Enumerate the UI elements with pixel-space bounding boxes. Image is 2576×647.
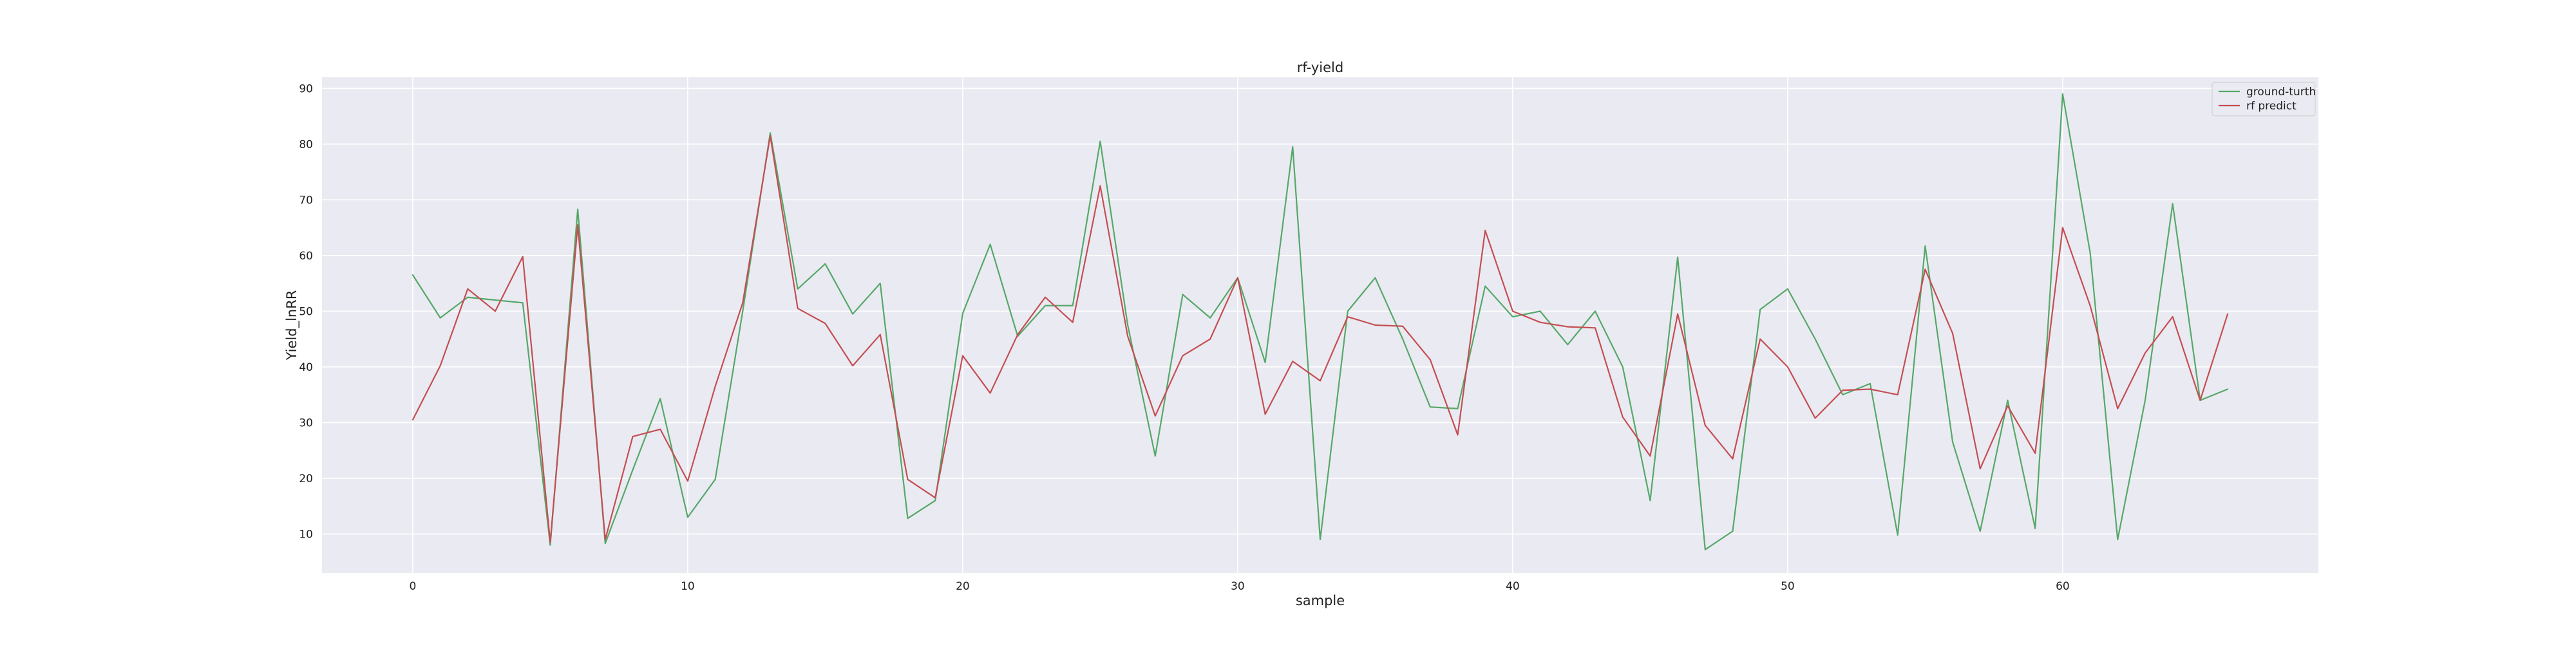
series-line-ground-turth xyxy=(412,93,2229,550)
x-tick-label: 30 xyxy=(1231,580,1245,593)
x-tick-label: 40 xyxy=(1506,580,1520,593)
legend: ground-turth rf predict xyxy=(2211,82,2316,117)
y-tick-label: 70 xyxy=(299,194,313,207)
x-tick-label: 0 xyxy=(409,580,416,593)
y-axis-label: Yield_lnRR xyxy=(284,290,300,361)
x-tick-label: 50 xyxy=(1781,580,1795,593)
legend-label-ground-turth: ground-turth xyxy=(2246,86,2316,98)
grid xyxy=(322,77,2318,573)
chart-title: rf-yield xyxy=(1297,60,1343,75)
y-tick-label: 60 xyxy=(299,250,313,263)
x-tick-label: 60 xyxy=(2056,580,2070,593)
y-tick-label: 80 xyxy=(299,138,313,151)
y-tick-label: 20 xyxy=(299,473,313,485)
y-tick-label: 10 xyxy=(299,528,313,541)
x-tick-label: 10 xyxy=(681,580,695,593)
y-tick-label: 50 xyxy=(299,305,313,318)
y-tick-label: 90 xyxy=(299,82,313,95)
y-tick-label: 30 xyxy=(299,417,313,429)
plot-area xyxy=(322,77,2318,573)
y-tick-label: 40 xyxy=(299,361,313,374)
series-line-rf-predict xyxy=(412,135,2229,543)
series-lines xyxy=(412,93,2229,550)
tick-labels: 0 10 20 30 40 50 60 10 20 30 40 50 60 70 80 90 xyxy=(299,82,2069,593)
x-axis-label: sample xyxy=(1296,593,1345,608)
legend-label-rf-predict: rf predict xyxy=(2246,100,2297,113)
x-tick-label: 20 xyxy=(956,580,970,593)
